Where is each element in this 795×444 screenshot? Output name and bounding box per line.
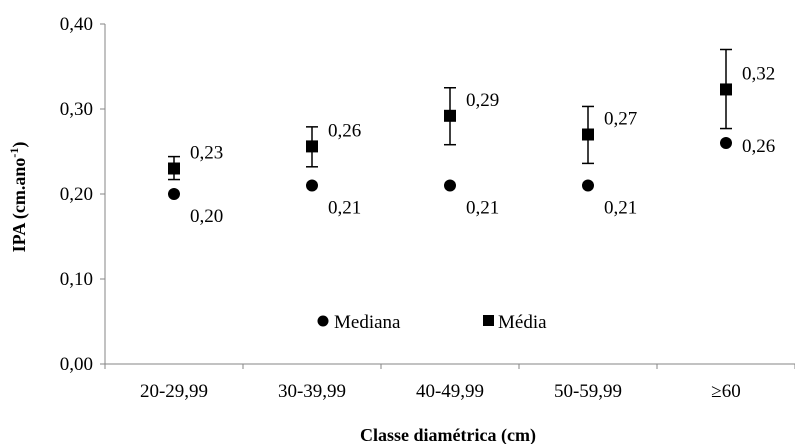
x-axis: 20-29,99 30-39,99 40-49,99 50-59,99 ≥60 (104, 363, 795, 402)
media-data-label: 0,23 (190, 143, 223, 164)
x-tick-label: 40-49,99 (416, 381, 484, 402)
x-tick-label: ≥60 (711, 381, 740, 402)
media-data-label: 0,26 (328, 120, 361, 141)
x-tick-label: 20-29,99 (140, 381, 208, 402)
media-point (444, 109, 456, 122)
legend-media-label: Média (498, 312, 547, 333)
mediana-point (306, 179, 318, 192)
y-axis: 0,00 0,10 0,20 0,30 0,40 (60, 14, 106, 375)
mediana-point (444, 179, 456, 192)
legend-mediana-marker (317, 315, 329, 327)
x-axis-title: Classe diamétrica (cm) (360, 425, 536, 444)
media-point (306, 140, 318, 153)
media-data-label: 0,29 (466, 90, 499, 111)
media-point (720, 83, 732, 96)
mediana-data-label: 0,21 (328, 198, 361, 219)
y-tick-label: 0,10 (60, 269, 93, 290)
legend: Mediana Média (317, 312, 547, 333)
x-tick-label: 30-39,99 (278, 381, 346, 402)
mediana-data-label: 0,26 (742, 136, 775, 157)
y-tick-label: 0,20 (60, 184, 93, 205)
y-axis-title-close: ) (9, 142, 30, 148)
media-point (582, 128, 594, 141)
y-axis-title: IPA (cm.ano-1) (7, 142, 30, 253)
media-data-label: 0,32 (742, 63, 775, 84)
mediana-data-label: 0,21 (466, 198, 499, 219)
mediana-point (720, 137, 732, 149)
legend-mediana-label: Mediana (334, 312, 401, 333)
media-point (168, 162, 180, 175)
legend-media-marker (483, 315, 494, 326)
y-tick-label: 0,40 (60, 14, 93, 35)
x-tick-label: 50-59,99 (554, 381, 622, 402)
mediana-data-label: 0,20 (190, 206, 223, 227)
y-tick-label: 0,30 (60, 99, 93, 120)
y-tick-label: 0,00 (60, 354, 93, 375)
y-axis-title-sup: -1 (7, 148, 21, 158)
mediana-point (582, 179, 594, 192)
mediana-point (168, 188, 180, 200)
y-axis-title-main: IPA (cm.ano (9, 158, 30, 253)
media-data-label: 0,27 (604, 109, 637, 130)
mediana-data-label: 0,21 (604, 198, 637, 219)
